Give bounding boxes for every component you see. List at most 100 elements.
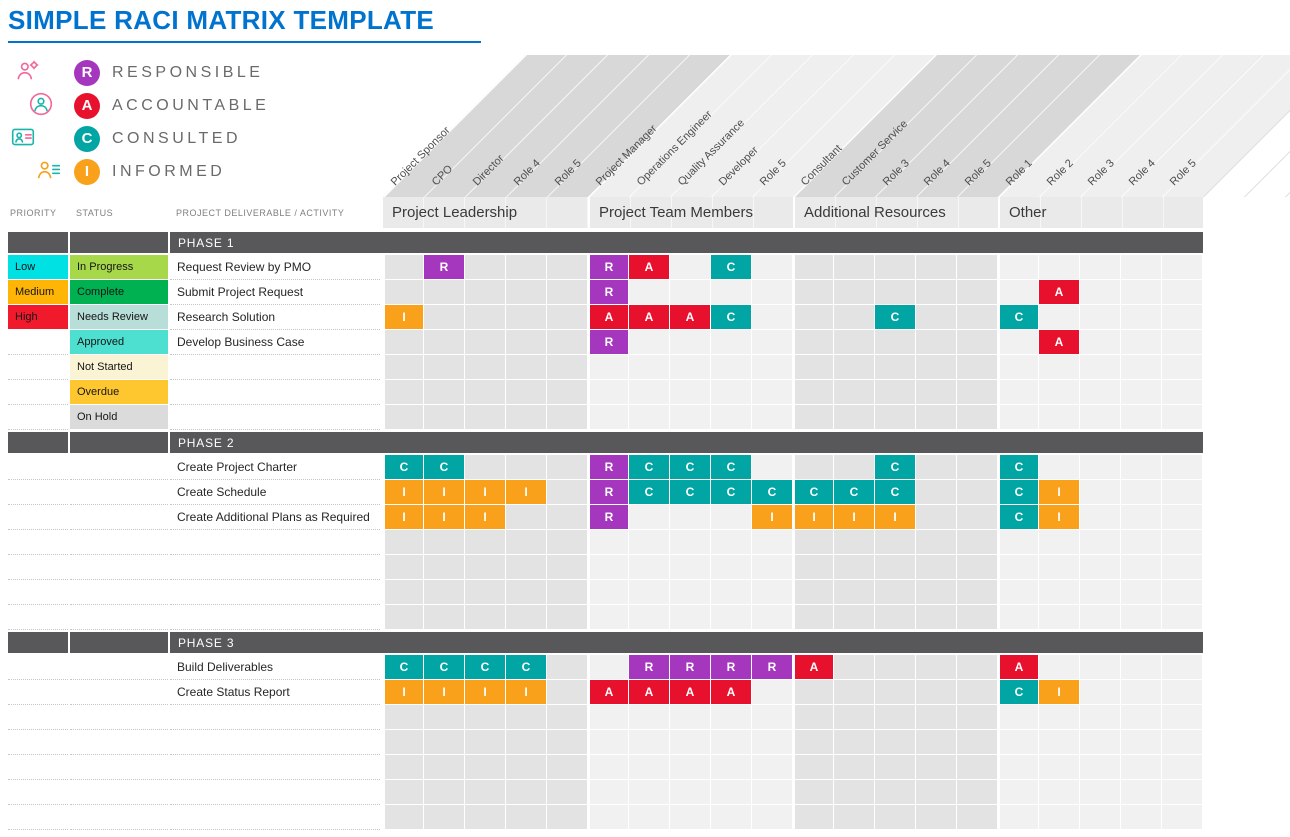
raci-cell[interactable]	[424, 305, 465, 330]
raci-cell[interactable]	[465, 755, 506, 780]
raci-cell[interactable]: A	[670, 305, 711, 330]
raci-cell[interactable]	[506, 805, 547, 830]
raci-cell[interactable]	[875, 580, 916, 605]
raci-cell[interactable]	[793, 255, 834, 280]
raci-cell[interactable]	[1121, 330, 1162, 355]
raci-cell[interactable]	[588, 555, 629, 580]
status-cell[interactable]	[70, 530, 168, 555]
raci-cell[interactable]	[1121, 480, 1162, 505]
raci-cell[interactable]	[998, 405, 1039, 430]
raci-cell[interactable]	[588, 355, 629, 380]
raci-cell[interactable]	[547, 455, 588, 480]
raci-cell[interactable]	[1121, 305, 1162, 330]
raci-cell[interactable]	[506, 380, 547, 405]
raci-cell[interactable]	[711, 330, 752, 355]
raci-cell[interactable]	[752, 555, 793, 580]
raci-cell[interactable]	[1039, 780, 1080, 805]
raci-cell[interactable]	[1080, 405, 1121, 430]
raci-cell[interactable]	[629, 605, 670, 630]
raci-cell[interactable]: C	[711, 305, 752, 330]
priority-cell[interactable]: High	[8, 305, 68, 330]
raci-cell[interactable]: A	[588, 305, 629, 330]
priority-cell[interactable]	[8, 405, 68, 430]
raci-cell[interactable]	[1039, 405, 1080, 430]
raci-cell[interactable]: C	[711, 455, 752, 480]
status-cell[interactable]	[70, 680, 168, 705]
raci-cell[interactable]	[916, 330, 957, 355]
raci-cell[interactable]	[875, 380, 916, 405]
raci-cell[interactable]	[1121, 605, 1162, 630]
raci-cell[interactable]	[424, 355, 465, 380]
raci-cell[interactable]	[957, 280, 998, 305]
raci-cell[interactable]	[1039, 455, 1080, 480]
raci-cell[interactable]	[383, 705, 424, 730]
raci-cell[interactable]: A	[629, 255, 670, 280]
raci-cell[interactable]	[547, 805, 588, 830]
raci-cell[interactable]: C	[998, 305, 1039, 330]
raci-cell[interactable]	[1121, 280, 1162, 305]
raci-cell[interactable]	[1162, 680, 1203, 705]
raci-cell[interactable]	[752, 755, 793, 780]
raci-cell[interactable]	[1080, 780, 1121, 805]
raci-cell[interactable]	[916, 580, 957, 605]
raci-cell[interactable]	[629, 330, 670, 355]
raci-cell[interactable]	[957, 505, 998, 530]
raci-cell[interactable]	[1080, 580, 1121, 605]
priority-cell[interactable]	[8, 655, 68, 680]
raci-cell[interactable]	[1121, 455, 1162, 480]
raci-cell[interactable]: C	[424, 455, 465, 480]
raci-cell[interactable]	[506, 405, 547, 430]
raci-cell[interactable]	[1162, 355, 1203, 380]
task-cell[interactable]: Research Solution	[170, 305, 380, 330]
raci-cell[interactable]	[711, 405, 752, 430]
raci-cell[interactable]	[465, 705, 506, 730]
raci-cell[interactable]	[383, 755, 424, 780]
raci-cell[interactable]: C	[670, 455, 711, 480]
raci-cell[interactable]: C	[629, 455, 670, 480]
raci-cell[interactable]	[547, 330, 588, 355]
raci-cell[interactable]: C	[998, 505, 1039, 530]
raci-cell[interactable]	[1039, 380, 1080, 405]
raci-cell[interactable]	[1080, 705, 1121, 730]
raci-cell[interactable]	[916, 255, 957, 280]
raci-cell[interactable]: A	[793, 655, 834, 680]
raci-cell[interactable]: C	[424, 655, 465, 680]
raci-cell[interactable]: I	[506, 680, 547, 705]
raci-cell[interactable]	[916, 505, 957, 530]
raci-cell[interactable]	[998, 805, 1039, 830]
raci-cell[interactable]: R	[588, 505, 629, 530]
task-cell[interactable]	[170, 405, 380, 430]
raci-cell[interactable]: C	[834, 480, 875, 505]
phase-row-cell[interactable]	[70, 232, 168, 253]
raci-cell[interactable]	[1162, 555, 1203, 580]
raci-cell[interactable]	[916, 355, 957, 380]
task-cell[interactable]: Create Additional Plans as Required	[170, 505, 380, 530]
raci-cell[interactable]	[670, 505, 711, 530]
priority-cell[interactable]	[8, 505, 68, 530]
raci-cell[interactable]	[588, 755, 629, 780]
raci-cell[interactable]	[506, 530, 547, 555]
raci-cell[interactable]: C	[998, 455, 1039, 480]
phase-row[interactable]: PHASE 2	[170, 432, 1203, 453]
raci-cell[interactable]	[752, 355, 793, 380]
status-cell[interactable]: On Hold	[70, 405, 168, 430]
raci-cell[interactable]	[465, 780, 506, 805]
raci-cell[interactable]	[1121, 580, 1162, 605]
raci-cell[interactable]	[383, 405, 424, 430]
group-header-project-leadership[interactable]: Project Leadership	[383, 197, 588, 228]
raci-cell[interactable]	[1162, 705, 1203, 730]
raci-cell[interactable]	[957, 580, 998, 605]
raci-cell[interactable]	[916, 305, 957, 330]
phase-row-cell[interactable]	[70, 432, 168, 453]
raci-cell[interactable]	[1121, 380, 1162, 405]
raci-cell[interactable]	[752, 255, 793, 280]
raci-cell[interactable]	[998, 580, 1039, 605]
raci-cell[interactable]: I	[383, 305, 424, 330]
raci-cell[interactable]	[383, 580, 424, 605]
raci-cell[interactable]	[916, 480, 957, 505]
raci-cell[interactable]	[547, 380, 588, 405]
group-header-project-team-members[interactable]: Project Team Members	[588, 197, 793, 228]
raci-cell[interactable]	[711, 530, 752, 555]
raci-cell[interactable]	[916, 680, 957, 705]
raci-cell[interactable]: A	[711, 680, 752, 705]
